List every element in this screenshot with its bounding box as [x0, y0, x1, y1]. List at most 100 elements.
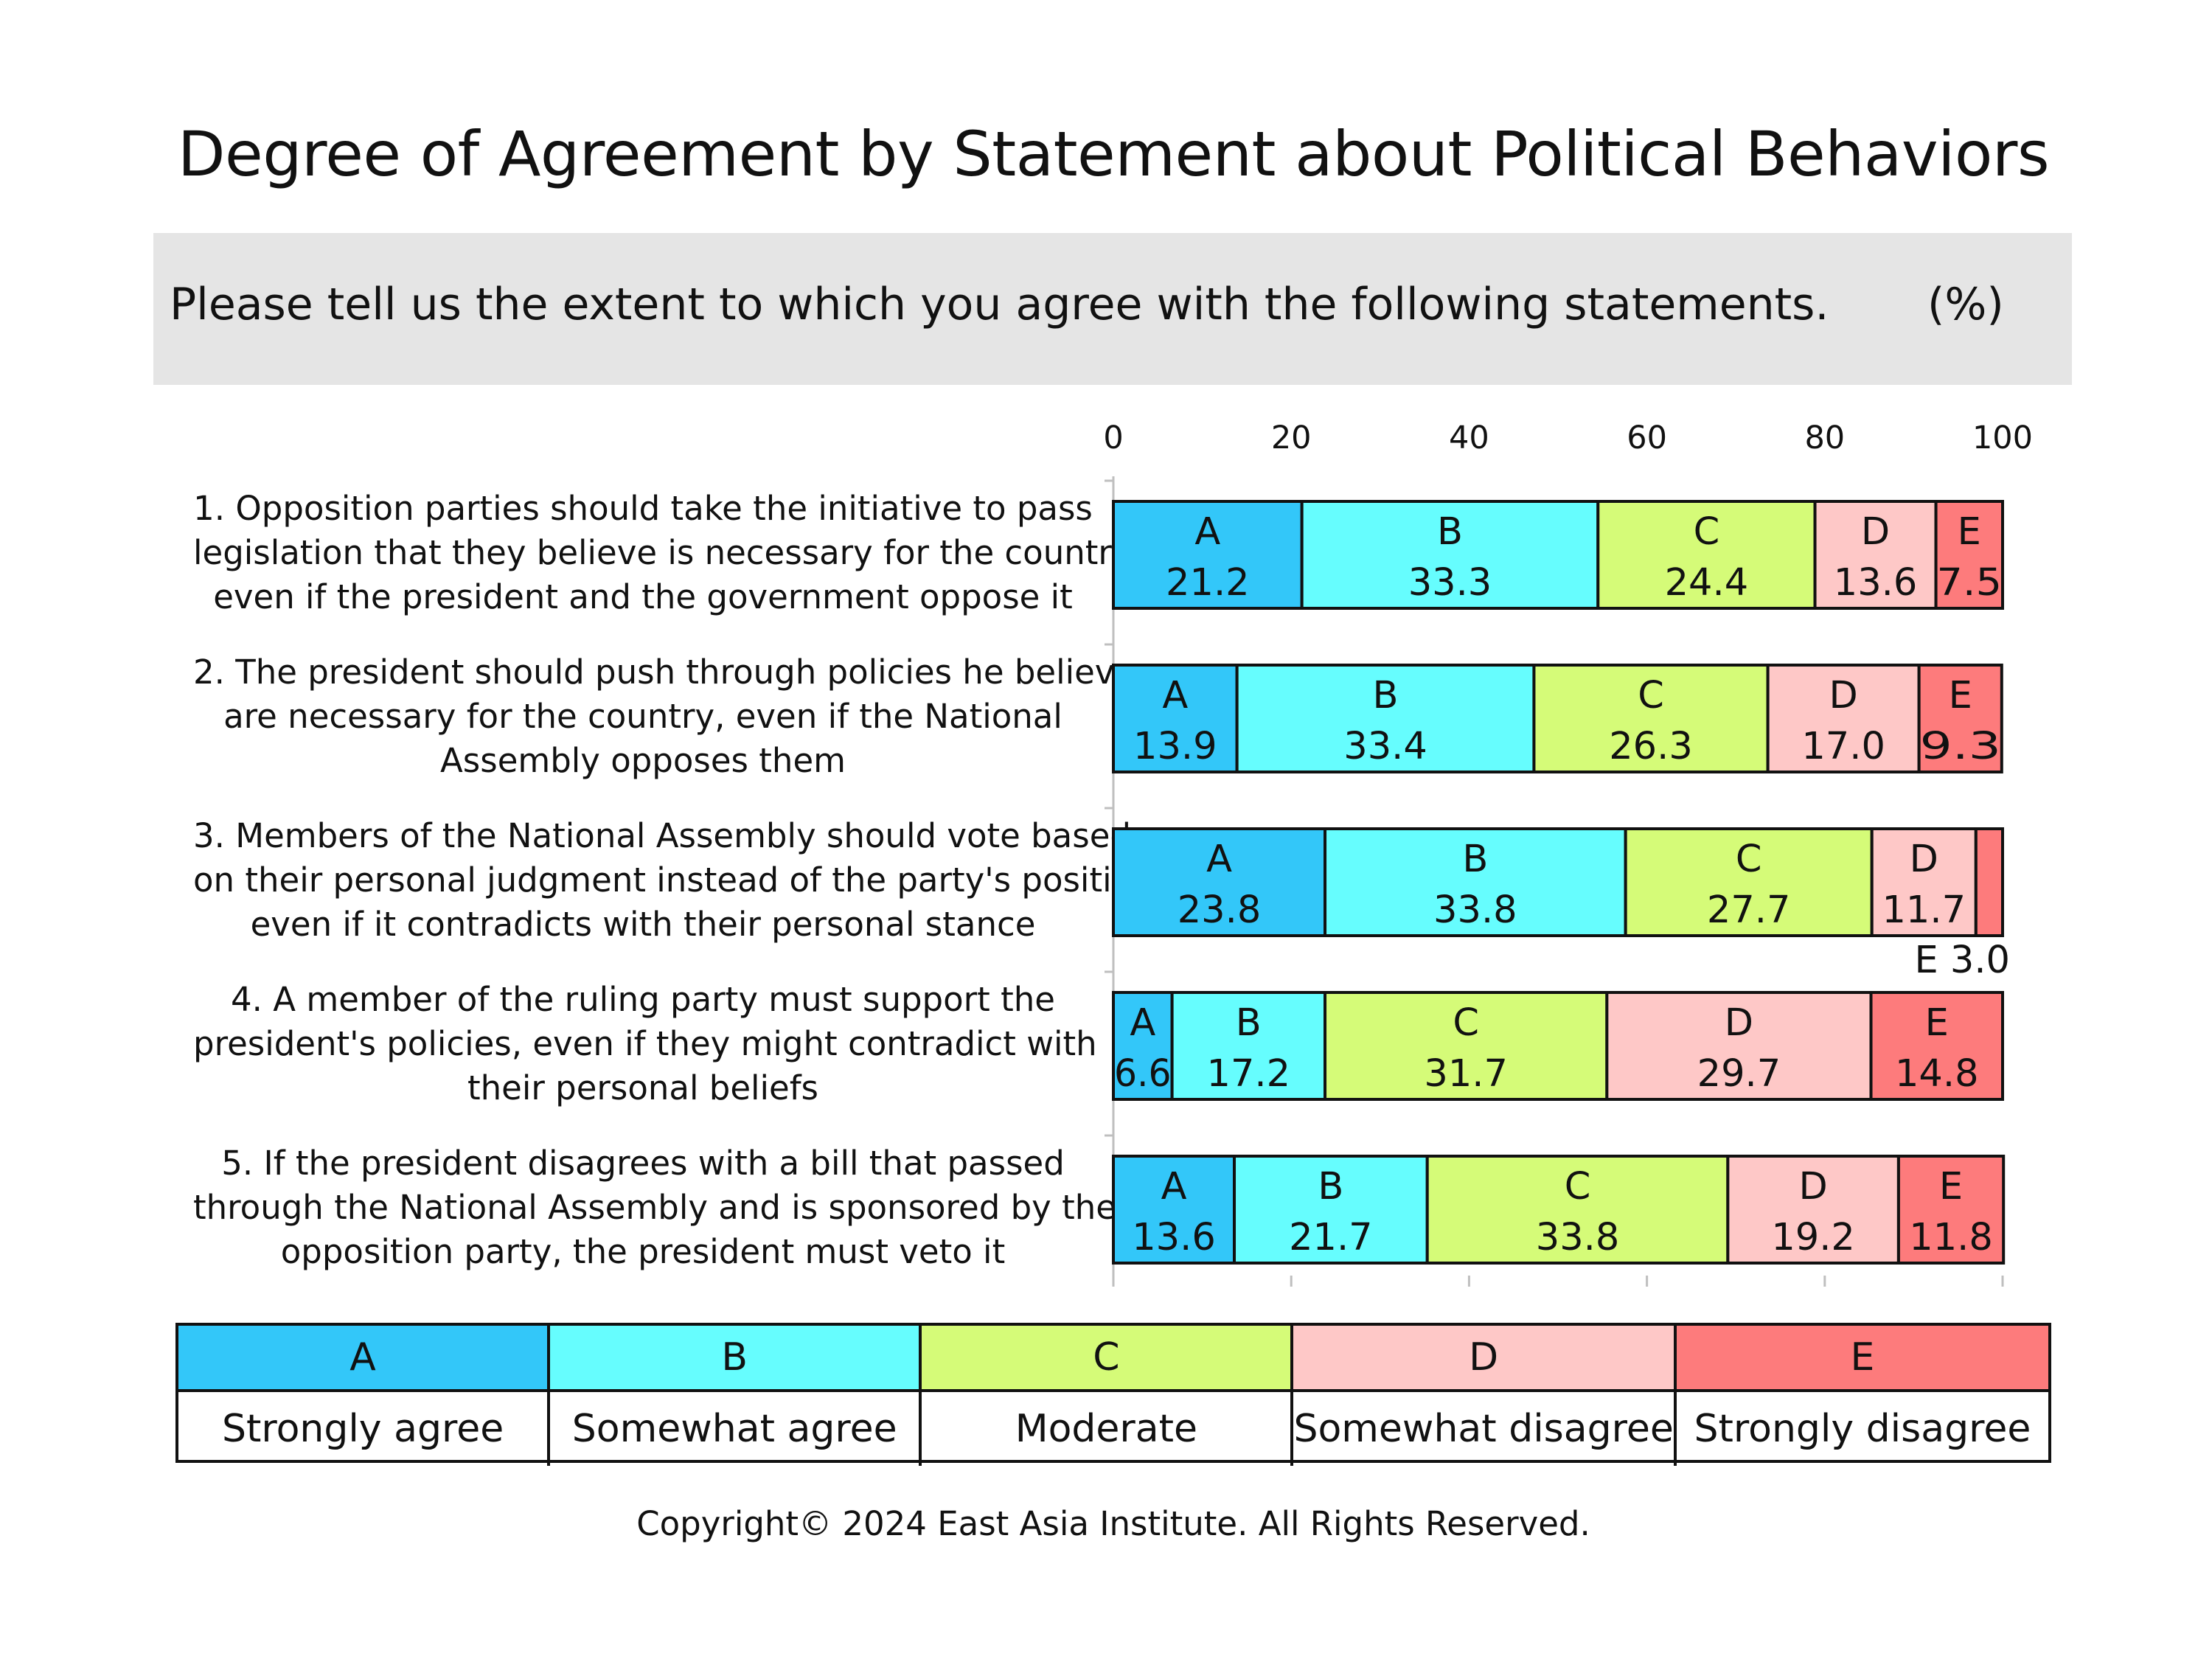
segment-value-label: 31.7 — [1424, 1052, 1508, 1096]
statement-line: 3. Members of the National Assembly shou… — [193, 816, 1131, 855]
bar-segment-C — [1425, 1155, 1730, 1265]
x-tick-label: 20 — [1271, 420, 1312, 456]
legend-label-B: Somewhat agree — [550, 1392, 922, 1466]
statement-line: on their personal judgment instead of th… — [193, 860, 1153, 900]
bar-segment-D — [1813, 500, 1938, 610]
segment-value-label: 11.7 — [1882, 888, 1966, 932]
segment-value-label: 17.2 — [1207, 1052, 1291, 1096]
segment-category-label: C — [1453, 1001, 1479, 1045]
segment-value-label: 21.7 — [1289, 1216, 1373, 1259]
x-tick-label: 0 — [1103, 420, 1123, 456]
chart-title: Degree of Agreement by Statement about P… — [177, 118, 2050, 190]
legend-label-A: Strongly agree — [178, 1392, 551, 1466]
statement-label: 4. A member of the ruling party must sup… — [193, 978, 1097, 1110]
outside-value-label: E 3.0 — [1914, 939, 2010, 982]
segment-category-label: B — [1318, 1165, 1343, 1208]
segment-value-label: 33.8 — [1433, 888, 1517, 932]
segment-category-label: E — [1958, 510, 1981, 554]
bar-segment-E — [1934, 500, 2005, 610]
statement-label: 2. The president should push through pol… — [193, 650, 1152, 783]
segment-value-label: 13.6 — [1132, 1216, 1216, 1259]
segment-category-label: E — [1925, 1001, 1949, 1045]
segment-category-label: A — [1162, 674, 1188, 717]
segment-category-label: A — [1194, 510, 1220, 554]
segment-value-label: 7.5 — [1937, 561, 2002, 605]
statement-line: 5. If the president disagrees with a bil… — [221, 1144, 1065, 1183]
bar-segment-B — [1233, 1155, 1429, 1265]
question-text: Please tell us the extent to which you a… — [170, 279, 1829, 330]
segment-value-label: 27.7 — [1707, 888, 1791, 932]
bar-segment-A — [1112, 827, 1327, 937]
bar-segment-B — [1300, 500, 1600, 610]
bar-segment-C — [1532, 664, 1770, 773]
x-tick-label: 60 — [1627, 420, 1667, 456]
legend-label-D: Somewhat disagree — [1293, 1392, 1677, 1466]
bar-segment-C — [1324, 991, 1609, 1101]
segment-value-label: 9.3 — [1920, 725, 2001, 768]
segment-value-label: 19.2 — [1771, 1216, 1855, 1259]
segment-category-label: A — [1206, 838, 1232, 881]
statement-label: 5. If the president disagrees with a bil… — [193, 1141, 1116, 1274]
legend-label-C: Moderate — [922, 1392, 1294, 1466]
segment-category-label: C — [1736, 838, 1762, 881]
statement-line: are necessary for the country, even if t… — [223, 697, 1062, 736]
segment-category-label: D — [1861, 510, 1890, 554]
segment-value-label: 13.9 — [1133, 725, 1217, 768]
segment-value-label: 17.0 — [1801, 725, 1885, 768]
legend-key-A: A — [178, 1326, 551, 1392]
statement-line: their personal beliefs — [467, 1068, 818, 1107]
bar-segment-D — [1870, 827, 1978, 937]
segment-value-label: 33.3 — [1408, 561, 1492, 605]
segment-category-label: C — [1694, 510, 1720, 554]
bar-segment-A — [1112, 1155, 1237, 1265]
segment-value-label: 21.2 — [1166, 561, 1250, 605]
segment-category-label: A — [1130, 1001, 1155, 1045]
segment-category-label: E — [1939, 1165, 1963, 1208]
segment-value-label: 11.8 — [1909, 1216, 1993, 1259]
statement-line: through the National Assembly and is spo… — [193, 1188, 1116, 1227]
bar-segment-C — [1624, 827, 1874, 937]
bar-segment-A — [1112, 991, 1174, 1101]
segment-category-label: B — [1437, 510, 1463, 554]
bar-segment-E — [1974, 827, 2005, 937]
segment-value-label: 29.7 — [1697, 1052, 1781, 1096]
segment-category-label: E — [1949, 674, 1972, 717]
statement-line: 4. A member of the ruling party must sup… — [231, 980, 1055, 1019]
statement-label: 3. Members of the National Assembly shou… — [193, 814, 1153, 947]
segment-value-label: 13.6 — [1834, 561, 1918, 605]
bar-segment-D — [1766, 664, 1921, 773]
segment-category-label: D — [1798, 1165, 1827, 1208]
bar-segment-E — [1896, 1155, 2006, 1265]
segment-category-label: D — [1829, 674, 1857, 717]
statement-line: opposition party, the president must vet… — [280, 1232, 1006, 1271]
bar-segment-E — [1917, 664, 2003, 773]
bar-segment-D — [1605, 991, 1873, 1101]
segment-category-label: C — [1565, 1165, 1591, 1208]
segment-category-label: D — [1910, 838, 1938, 881]
statement-line: Assembly opposes them — [440, 741, 846, 780]
segment-value-label: 23.8 — [1178, 888, 1262, 932]
segment-value-label: 24.4 — [1665, 561, 1749, 605]
bar-segment-E — [1869, 991, 2004, 1101]
segment-category-label: C — [1638, 674, 1664, 717]
unit-label: (%) — [1927, 279, 2004, 330]
question-box: Please tell us the extent to which you a… — [153, 233, 2072, 385]
segment-category-label: B — [1373, 674, 1399, 717]
statement-line: 2. The president should push through pol… — [193, 653, 1152, 692]
x-tick-label: 100 — [1972, 420, 2033, 456]
statement-line: 1. Opposition parties should take the in… — [193, 489, 1093, 528]
legend-table: A B C D E Strongly agree Somewhat agree Moderat… — [175, 1323, 2051, 1466]
segment-value-label: 14.8 — [1895, 1052, 1979, 1096]
legend-key-E: E — [1676, 1326, 2048, 1392]
segment-value-label: 33.4 — [1343, 725, 1427, 768]
bar-segment-C — [1596, 500, 1817, 610]
x-tick-label: 40 — [1449, 420, 1489, 456]
copyright-text: Copyright© 2024 East Asia Institute. All… — [636, 1504, 1590, 1543]
segment-category-label: B — [1462, 838, 1488, 881]
legend-key-D: D — [1293, 1326, 1677, 1392]
segment-value-label: 6.6 — [1114, 1052, 1172, 1096]
segment-category-label: A — [1161, 1165, 1187, 1208]
statement-line: legislation that they believe is necessa… — [193, 533, 1142, 572]
